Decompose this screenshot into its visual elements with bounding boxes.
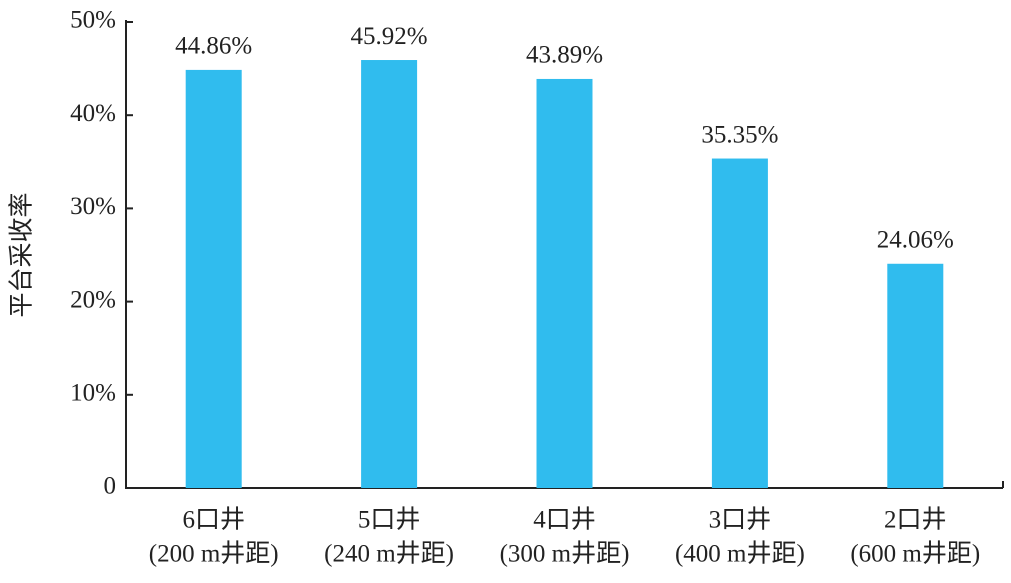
bar [185, 69, 242, 489]
x-tick-label: 5口井 [358, 506, 421, 534]
x-tick-label: (200 m井距) [149, 540, 279, 568]
bar [711, 158, 768, 488]
y-tick-label: 0 [104, 473, 117, 500]
bar [536, 78, 593, 489]
bar [887, 263, 944, 488]
y-tick-label: 30% [70, 193, 116, 220]
y-tick-label: 50% [70, 7, 116, 34]
y-tick-label: 40% [70, 100, 116, 127]
value-label: 43.89% [526, 42, 603, 69]
x-tick-label: 6口井 [182, 506, 245, 534]
y-tick-label: 10% [70, 380, 116, 407]
value-label: 35.35% [701, 121, 778, 148]
x-tick-label: (600 m井距) [850, 540, 980, 568]
x-tick-label: (400 m井距) [675, 540, 805, 568]
x-tick-label: 4口井 [533, 506, 596, 534]
x-tick-label: 3口井 [709, 506, 772, 534]
x-tick-label: (240 m井距) [324, 540, 454, 568]
x-tick-label: (300 m井距) [500, 540, 630, 568]
value-label: 24.06% [877, 226, 954, 253]
value-label: 44.86% [175, 33, 252, 60]
y-tick-label: 20% [70, 286, 116, 313]
x-tick-label: 2口井 [884, 506, 947, 534]
value-label: 45.92% [351, 23, 428, 50]
y-axis-label: 平台采收率 [8, 192, 36, 317]
bar [361, 60, 418, 488]
